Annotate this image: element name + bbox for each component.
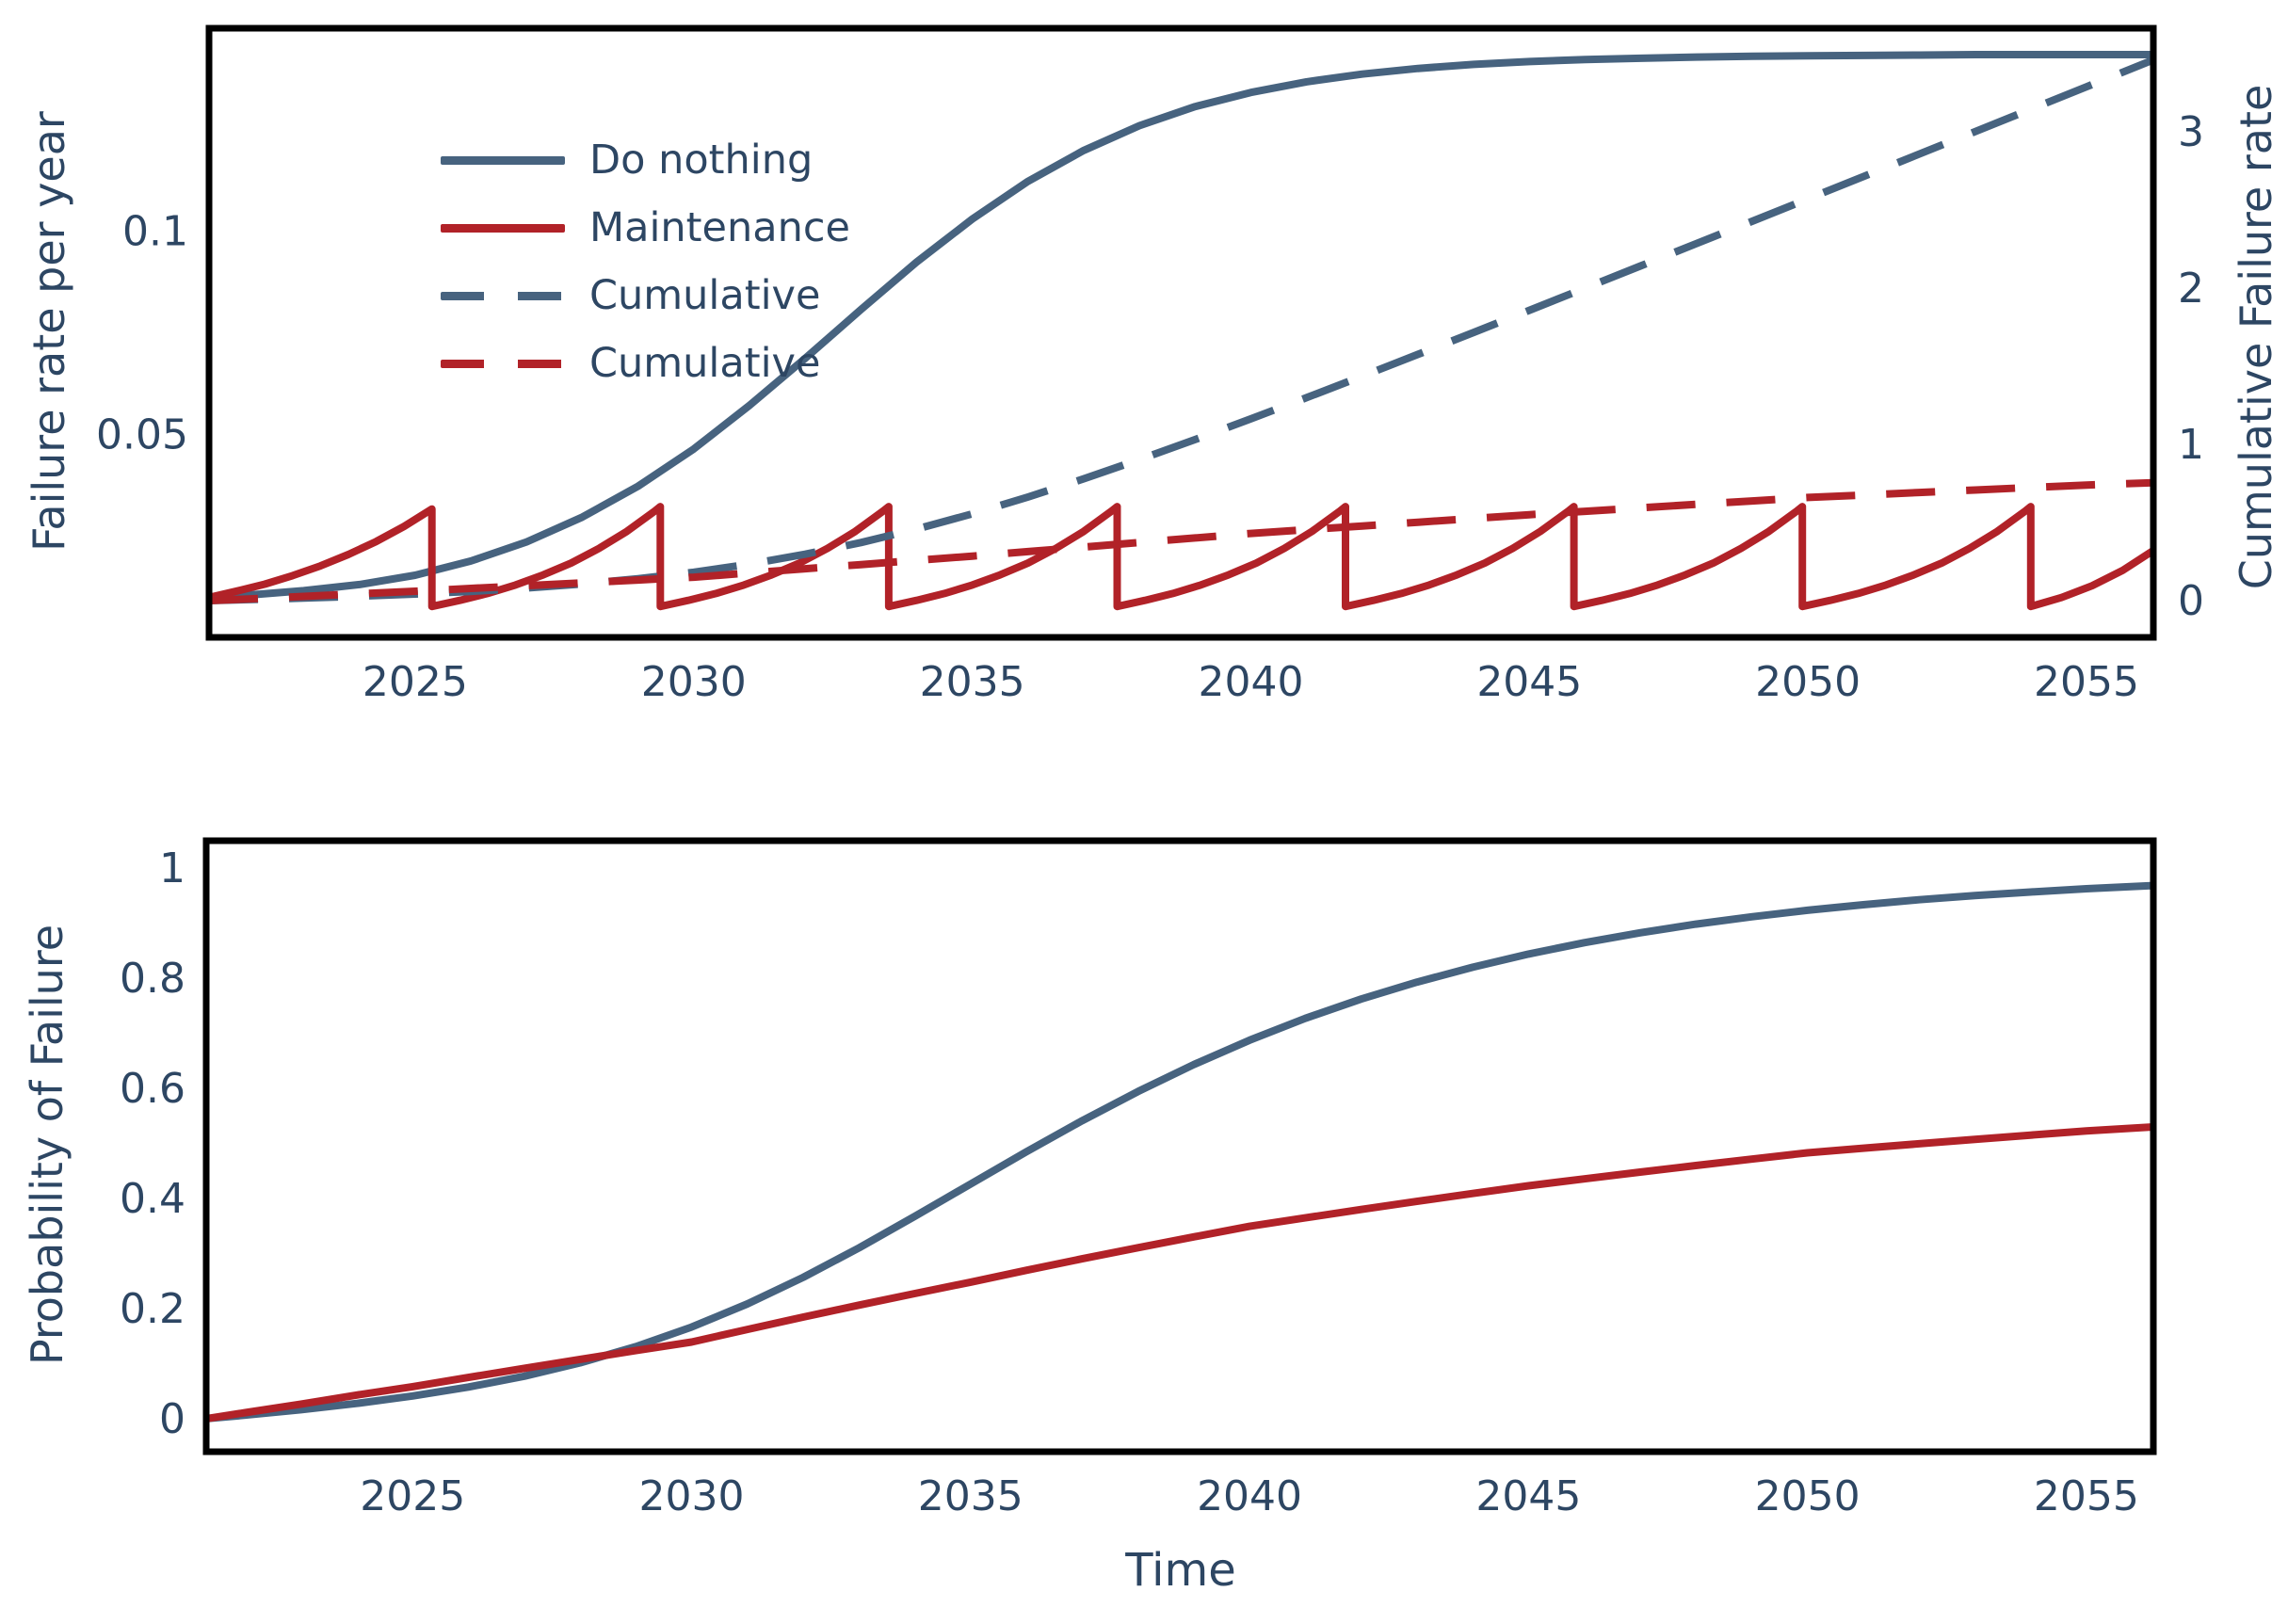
svg-text:0.05: 0.05: [96, 410, 188, 458]
svg-text:2030: 2030: [641, 658, 747, 706]
svg-text:2055: 2055: [2034, 658, 2139, 706]
legend: Do nothing Maintenance Cumulative Cumula…: [441, 126, 850, 397]
svg-text:2050: 2050: [1755, 1472, 1861, 1520]
legend-label-do-nothing: Do nothing: [589, 137, 814, 184]
legend-label-maintenance: Maintenance: [589, 204, 850, 251]
legend-line-dashed-blue-icon: [441, 291, 565, 300]
svg-text:2040: 2040: [1198, 658, 1303, 706]
legend-item-cumulative-do-nothing: Cumulative: [441, 262, 850, 330]
top-right-axis-label: Cumulative Failure rate: [2231, 84, 2281, 590]
legend-line-dashed-red-icon: [441, 359, 565, 368]
svg-text:2040: 2040: [1197, 1472, 1302, 1520]
svg-text:2045: 2045: [1475, 1472, 1581, 1520]
svg-text:2025: 2025: [363, 658, 468, 706]
svg-text:2050: 2050: [1755, 658, 1861, 706]
svg-text:0: 0: [2178, 577, 2204, 625]
svg-text:0: 0: [159, 1395, 185, 1443]
svg-text:2035: 2035: [918, 1472, 1023, 1520]
svg-text:0.1: 0.1: [122, 208, 188, 256]
svg-text:3: 3: [2178, 108, 2204, 156]
legend-item-do-nothing: Do nothing: [441, 126, 850, 194]
svg-text:2025: 2025: [360, 1472, 465, 1520]
svg-text:0.4: 0.4: [120, 1175, 185, 1223]
legend-item-maintenance: Maintenance: [441, 194, 850, 262]
legend-line-solid-blue-icon: [441, 155, 565, 165]
svg-text:2035: 2035: [920, 658, 1025, 706]
legend-item-cumulative-maintenance: Cumulative: [441, 330, 850, 397]
legend-label-cumulative-red: Cumulative: [589, 340, 821, 387]
x-axis-label-time: Time: [1125, 1544, 1236, 1597]
legend-line-solid-red-icon: [441, 223, 565, 233]
svg-text:0.2: 0.2: [120, 1285, 185, 1333]
svg-text:2045: 2045: [1476, 658, 1582, 706]
svg-text:0.8: 0.8: [120, 955, 185, 1003]
svg-text:1: 1: [159, 844, 185, 892]
legend-label-cumulative-blue: Cumulative: [589, 272, 821, 319]
top-left-axis-label: Failure rate per year: [24, 111, 74, 552]
svg-text:2: 2: [2178, 265, 2204, 313]
svg-text:2055: 2055: [2034, 1472, 2139, 1520]
bottom-left-axis-label: Probability of Failure: [22, 924, 73, 1366]
svg-text:2030: 2030: [639, 1472, 745, 1520]
svg-text:1: 1: [2178, 421, 2204, 469]
svg-text:0.6: 0.6: [120, 1065, 185, 1113]
